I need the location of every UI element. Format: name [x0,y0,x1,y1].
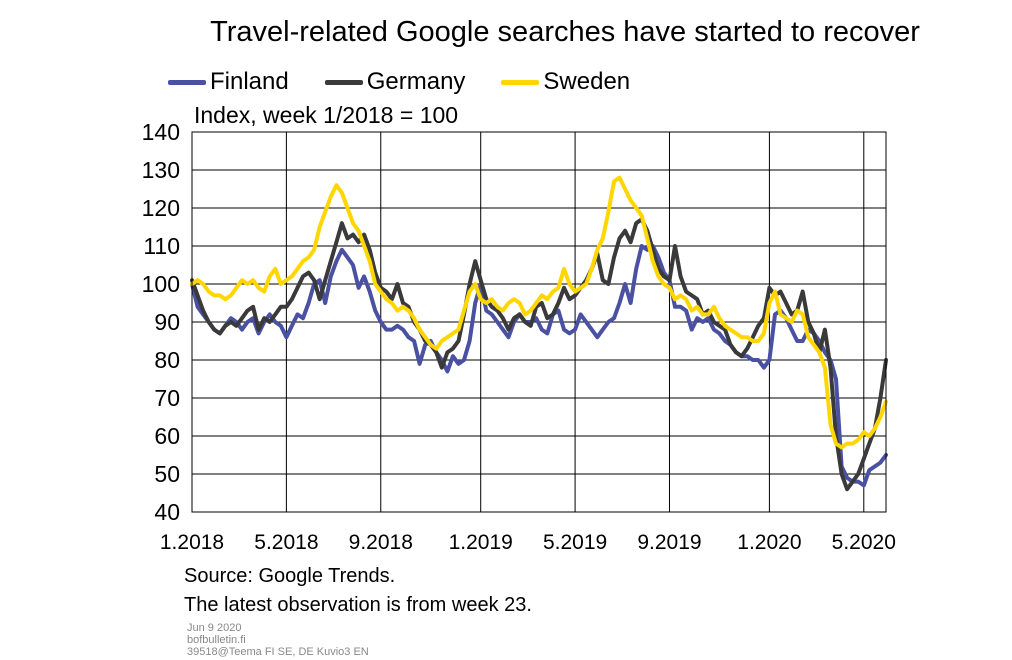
series-layer [190,175,888,492]
x-tick-label: 9.2019 [637,531,701,554]
y-axis-ticks: 40 50 60 70 80 90 100 110 120 130 140 [142,119,180,525]
series-line-sweden [190,175,888,450]
y-tick-label: 50 [154,461,180,487]
legend-item-sweden: Sweden [501,68,630,96]
y-tick-label: 140 [142,119,180,145]
legend-item-finland: Finland [168,68,289,96]
legend-label-germany: Germany [366,68,466,95]
y-tick-label: 120 [142,195,180,221]
chart-title: Travel-related Google searches have star… [210,16,920,48]
footnote-latest: The latest observation is from week 23. [184,594,532,616]
meta-date: Jun 9 2020 [187,622,242,634]
series-line-finland [190,244,888,488]
legend-label-finland: Finland [210,68,289,95]
x-axis-ticks: 1.2018 5.2018 9.2018 1.2019 5.2019 9.2019 1.20… [160,531,896,554]
y-tick-label: 130 [142,157,180,183]
y-tick-label: 90 [154,309,180,335]
x-tick-label: 5.2020 [832,531,896,554]
plot-frame [191,131,887,513]
y-tick-label: 70 [154,385,180,411]
legend-label-sweden: Sweden [543,68,631,95]
x-tick-label: 5.2019 [543,531,607,554]
x-tick-label: 1.2020 [737,531,801,554]
x-tick-label: 5.2018 [254,531,318,554]
chart-subtitle: Index, week 1/2018 = 100 [194,102,459,128]
meta-info: Jun 9 2020 bofbulletin.fi 39518@Teema FI… [187,622,369,658]
y-tick-label: 60 [154,423,180,449]
y-tick-label: 40 [154,499,180,525]
y-tick-label: 110 [143,233,180,259]
footnote-source: Source: Google Trends. [184,565,396,587]
series-line-germany [190,217,888,492]
x-tick-label: 1.2018 [160,531,224,554]
meta-code: 39518@Teema FI SE, DE Kuvio3 EN [187,646,369,658]
legend: Finland Germany Sweden [168,68,666,96]
y-tick-label: 80 [154,347,180,373]
legend-swatch-germany [324,79,363,85]
legend-item-germany: Germany [324,68,466,96]
y-tick-label: 100 [142,271,180,297]
footnote: Source: Google Trends. The latest observ… [184,562,532,620]
x-tick-label: 1.2019 [449,531,513,554]
legend-swatch-finland [168,79,206,85]
legend-swatch-sweden [501,79,540,85]
x-tick-label: 9.2018 [349,531,413,554]
meta-site: bofbulletin.fi [187,634,246,646]
